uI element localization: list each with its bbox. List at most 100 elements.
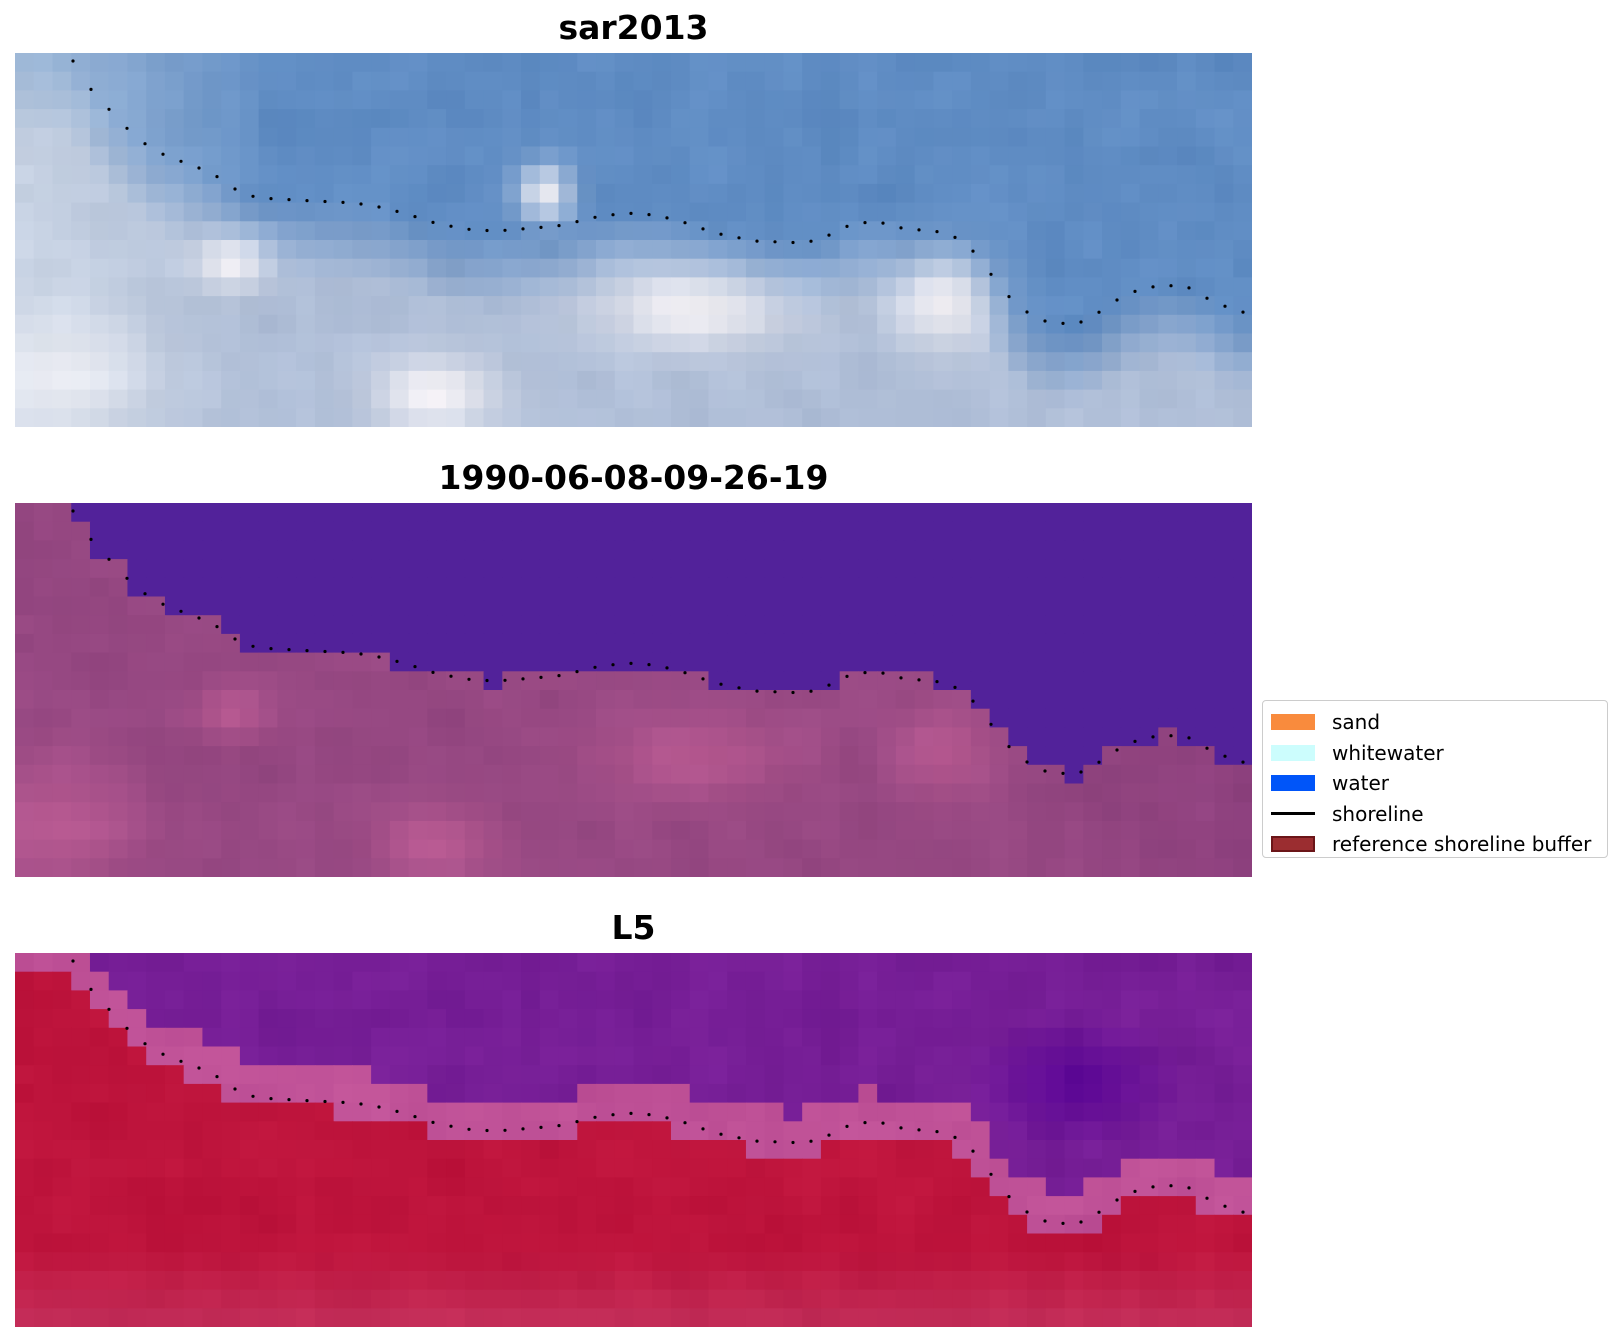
image-pixel (858, 615, 878, 635)
image-pixel (333, 1196, 353, 1216)
image-pixel (408, 783, 428, 803)
image-pixel (1102, 389, 1122, 409)
image-pixel (502, 1158, 522, 1178)
image-pixel (202, 820, 222, 841)
image-pixel (745, 503, 766, 523)
image-pixel (221, 521, 241, 541)
image-pixel (895, 352, 916, 372)
image-pixel (727, 577, 747, 598)
image-pixel (596, 820, 616, 841)
image-pixel (314, 90, 335, 110)
image-pixel (1177, 333, 1197, 353)
image-pixel (483, 690, 503, 710)
image-pixel (15, 183, 35, 204)
image-pixel (1120, 352, 1141, 372)
image-pixel (1139, 1046, 1159, 1066)
shoreline-point (1169, 734, 1173, 738)
image-pixel (633, 839, 653, 859)
image-pixel (108, 690, 129, 710)
image-pixel (464, 652, 485, 672)
image-pixel (483, 1196, 503, 1216)
image-pixel (970, 990, 991, 1010)
image-pixel (539, 296, 560, 316)
image-pixel (483, 953, 503, 973)
image-pixel (258, 1046, 278, 1066)
image-pixel (408, 971, 428, 991)
image-pixel (689, 1177, 710, 1197)
image-pixel (1102, 53, 1122, 73)
image-pixel (108, 1252, 129, 1272)
shoreline-point (827, 683, 831, 687)
image-pixel (352, 296, 372, 316)
image-pixel (89, 577, 110, 598)
image-pixel (71, 1140, 91, 1160)
image-pixel (820, 146, 841, 166)
image-pixel (314, 839, 335, 859)
image-pixel (1120, 146, 1141, 166)
image-pixel (521, 971, 541, 991)
image-pixel (427, 1196, 447, 1216)
image-pixel (783, 559, 803, 579)
image-pixel (389, 503, 410, 523)
image-pixel (858, 802, 878, 822)
image-pixel (1139, 277, 1159, 297)
image-pixel (52, 540, 72, 560)
shoreline-point (269, 197, 273, 201)
image-pixel (802, 990, 822, 1010)
image-pixel (1195, 1009, 1216, 1029)
image-pixel (1158, 615, 1178, 635)
image-pixel (71, 1177, 91, 1197)
image-pixel (1177, 1196, 1197, 1216)
image-pixel (314, 1177, 335, 1197)
image-pixel (858, 671, 878, 691)
image-pixel (670, 71, 691, 91)
image-pixel (108, 540, 129, 560)
image-pixel (558, 146, 578, 166)
image-pixel (895, 333, 916, 353)
image-pixel (71, 333, 91, 353)
image-pixel (1195, 671, 1216, 691)
image-pixel (127, 820, 147, 841)
image-pixel (820, 802, 841, 822)
image-pixel (333, 596, 353, 616)
shoreline-point (863, 1121, 867, 1125)
image-pixel (895, 820, 916, 841)
image-pixel (221, 109, 241, 129)
image-pixel (970, 240, 991, 260)
image-pixel (521, 258, 541, 278)
image-pixel (427, 1121, 447, 1141)
image-pixel (877, 53, 897, 73)
image-pixel (277, 370, 297, 391)
image-pixel (15, 258, 35, 278)
image-pixel (933, 746, 953, 766)
image-pixel (408, 1027, 428, 1048)
shoreline-point (305, 199, 309, 203)
image-pixel (895, 1009, 916, 1029)
shoreline-point (953, 1135, 957, 1139)
image-pixel (89, 953, 110, 973)
image-pixel (802, 258, 822, 278)
image-pixel (427, 1009, 447, 1029)
image-pixel (164, 352, 185, 372)
image-pixel (558, 1158, 578, 1178)
image-pixel (483, 1065, 503, 1085)
image-pixel (371, 633, 391, 654)
image-pixel (108, 1140, 129, 1160)
image-pixel (858, 652, 878, 672)
image-pixel (689, 540, 710, 560)
image-pixel (802, 783, 822, 803)
image-pixel (933, 652, 953, 672)
image-pixel (1158, 370, 1178, 391)
image-pixel (164, 90, 185, 110)
image-pixel (895, 652, 916, 672)
image-pixel (989, 540, 1009, 560)
image-pixel (820, 314, 841, 335)
image-pixel (183, 90, 204, 110)
image-pixel (933, 127, 953, 148)
image-pixel (614, 783, 635, 803)
image-pixel (1214, 109, 1234, 129)
image-pixel (258, 615, 278, 635)
image-pixel (502, 1196, 522, 1216)
shoreline-point (665, 666, 669, 670)
image-pixel (52, 596, 72, 616)
